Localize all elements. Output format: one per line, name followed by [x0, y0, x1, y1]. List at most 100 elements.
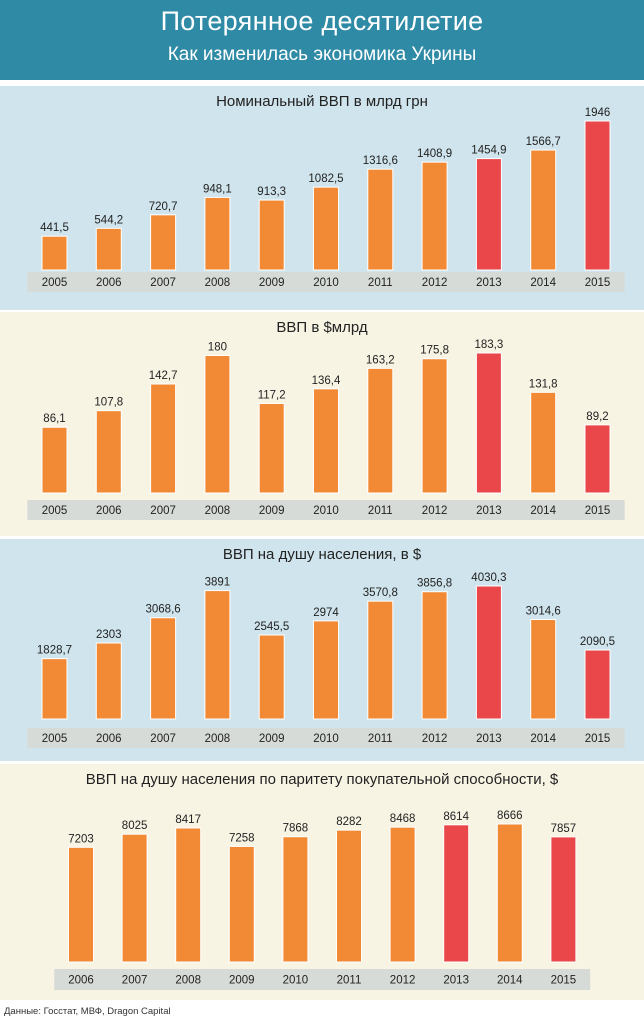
data-label-2007: 142,7	[149, 370, 178, 382]
data-label-2014: 8666	[497, 810, 523, 822]
year-tick-2008: 2008	[205, 505, 231, 517]
chart-svg: Номинальный ВВП в млрд грн 441,5 2005 544,2…	[0, 86, 644, 310]
data-label-2006: 7203	[68, 833, 94, 845]
bar-2014	[530, 149, 557, 271]
bar-2007	[121, 833, 148, 963]
page-subtitle: Как изменилась экономика Укрины	[167, 44, 477, 65]
chart-panel-background	[0, 764, 644, 1000]
data-label-2012: 8468	[390, 813, 416, 825]
bar-2015	[550, 836, 577, 963]
bar-2007	[150, 214, 177, 271]
year-tick-2009: 2009	[259, 505, 285, 517]
data-label-2007: 3068,6	[146, 604, 181, 616]
year-tick-2008: 2008	[175, 975, 201, 987]
bar-2013	[475, 352, 502, 494]
data-label-2014: 131,8	[529, 378, 558, 390]
bar-2015	[584, 649, 611, 720]
bar-2011	[367, 168, 394, 271]
year-tick-2007: 2007	[150, 733, 176, 745]
bar-2015	[584, 424, 611, 494]
data-label-2010: 1082,5	[308, 173, 343, 185]
chart-gdp-usd: ВВП в $млрд 86,1 2005 107,8 2006 142,7 2007 180…	[0, 312, 644, 536]
data-label-2015: 89,2	[586, 411, 608, 423]
year-tick-2007: 2007	[122, 975, 148, 987]
data-label-2010: 136,4	[312, 375, 341, 387]
bar-2006	[95, 227, 122, 271]
bar-2014	[496, 823, 523, 963]
bar-2009	[258, 402, 285, 494]
bar-2014	[530, 619, 557, 720]
data-label-2006: 107,8	[94, 397, 123, 409]
bar-2012	[421, 161, 448, 271]
year-tick-2012: 2012	[422, 277, 448, 289]
chart-title: Номинальный ВВП в млрд грн	[216, 93, 428, 110]
year-tick-2009: 2009	[229, 975, 255, 987]
data-label-2009: 7258	[229, 832, 255, 844]
data-label-2014: 1566,7	[526, 136, 561, 148]
data-label-2015: 2090,5	[580, 636, 615, 648]
page-title: Потерянное десятилетие	[160, 6, 484, 36]
year-tick-2009: 2009	[259, 277, 285, 289]
data-label-2009: 2545,5	[254, 621, 289, 633]
year-tick-2014: 2014	[497, 975, 523, 987]
data-label-2012: 175,8	[420, 345, 449, 357]
year-axis-band	[27, 500, 625, 520]
bar-2008	[204, 590, 231, 720]
bar-2009	[258, 634, 285, 720]
year-axis-band	[27, 272, 625, 292]
bar-2005	[41, 235, 68, 271]
year-tick-2015: 2015	[585, 505, 611, 517]
chart-svg: ВВП на душу населения, в $ 1828,7 2005 2303…	[0, 539, 644, 761]
bar-2014	[530, 391, 557, 494]
chart-gdp-per-capita: ВВП на душу населения, в $ 1828,7 2005 2303…	[0, 539, 644, 761]
chart-nominal-gdp-uah: Номинальный ВВП в млрд грн 441,5 2005 544,2…	[0, 86, 644, 310]
chart-title: ВВП на душу населения по паритету покупа…	[86, 771, 559, 788]
data-label-2009: 117,2	[258, 389, 286, 401]
data-label-2007: 720,7	[149, 201, 178, 213]
bar-2010	[282, 836, 309, 963]
bar-2006	[68, 846, 94, 963]
data-label-2013: 8614	[443, 811, 469, 823]
header: Потерянное десятилетие Как изменилась эк…	[0, 0, 644, 80]
data-label-2009: 913,3	[257, 186, 286, 198]
bar-2009	[228, 845, 255, 963]
data-label-2015: 7857	[551, 823, 577, 835]
data-label-2010: 7868	[283, 823, 309, 835]
year-tick-2006: 2006	[96, 505, 122, 517]
year-tick-2010: 2010	[313, 733, 339, 745]
bar-2010	[313, 620, 339, 720]
year-tick-2011: 2011	[368, 733, 393, 745]
bar-2012	[389, 826, 416, 963]
bar-2008	[204, 355, 231, 494]
year-tick-2007: 2007	[150, 505, 176, 517]
year-axis-band	[27, 728, 625, 748]
year-tick-2015: 2015	[585, 277, 611, 289]
year-tick-2010: 2010	[283, 975, 309, 987]
data-label-2011: 1316,6	[363, 155, 398, 167]
data-label-2005: 86,1	[43, 413, 65, 425]
year-tick-2006: 2006	[68, 975, 94, 987]
year-tick-2008: 2008	[205, 733, 231, 745]
year-tick-2015: 2015	[585, 733, 611, 745]
data-label-2013: 183,3	[475, 339, 504, 351]
year-tick-2006: 2006	[96, 733, 122, 745]
data-label-2012: 3856,8	[417, 578, 452, 590]
source-note: Данные: Госстат, МВФ, Dragon Capital	[4, 1006, 171, 1017]
year-tick-2014: 2014	[530, 277, 556, 289]
bar-2011	[367, 600, 394, 720]
year-tick-2012: 2012	[422, 505, 448, 517]
bar-2010	[313, 388, 339, 494]
year-tick-2014: 2014	[530, 505, 556, 517]
bar-2015	[584, 120, 611, 271]
year-tick-2013: 2013	[443, 975, 469, 987]
year-tick-2005: 2005	[42, 733, 68, 745]
year-tick-2005: 2005	[42, 277, 68, 289]
data-label-2006: 544,2	[94, 214, 123, 226]
year-tick-2013: 2013	[476, 277, 502, 289]
year-tick-2014: 2014	[530, 733, 556, 745]
data-label-2011: 163,2	[366, 354, 395, 366]
bar-2007	[150, 383, 177, 494]
data-label-2006: 2303	[96, 629, 122, 641]
data-label-2008: 8417	[175, 814, 201, 826]
year-tick-2010: 2010	[313, 505, 339, 517]
